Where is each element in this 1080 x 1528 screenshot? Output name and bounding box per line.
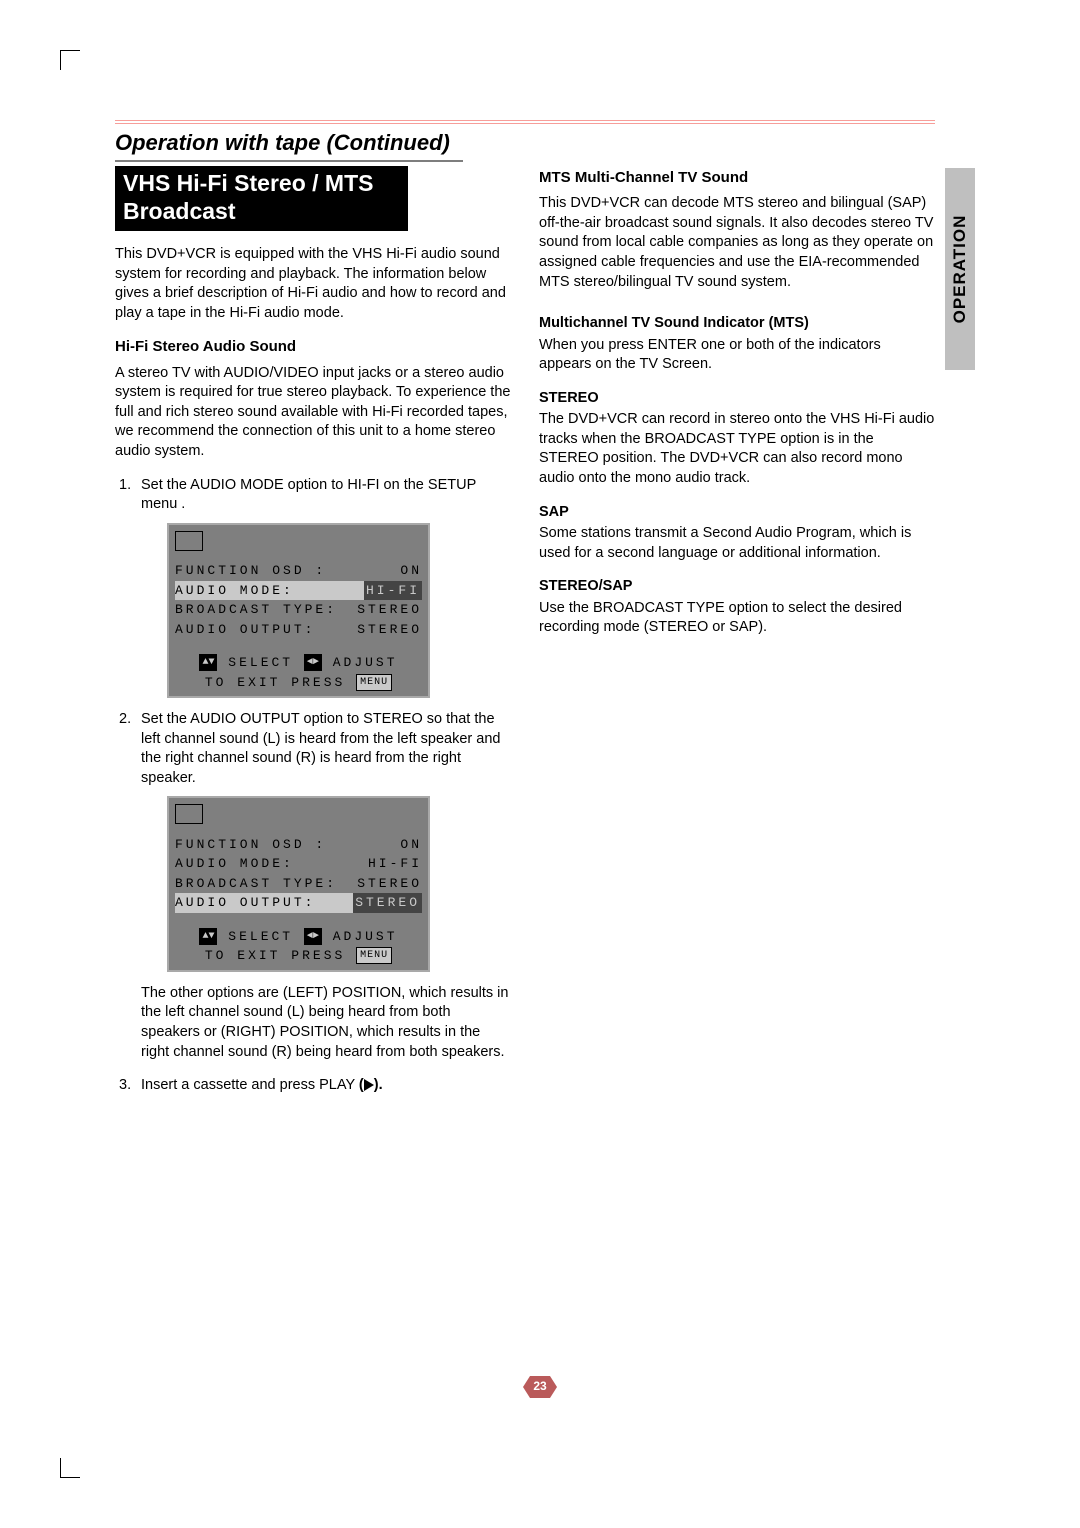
osd2-r3l: BROADCAST TYPE: <box>175 874 337 894</box>
osd1-r3l: BROADCAST TYPE: <box>175 600 337 620</box>
subheading-hifi: Hi-Fi Stereo Audio Sound <box>115 337 511 357</box>
stereo-paragraph: The DVD+VCR can record in stereo onto th… <box>539 410 935 488</box>
osd2-r2v: HI-FI <box>368 854 422 874</box>
osd2-r4v: STEREO <box>353 893 422 913</box>
osd-screen-2: FUNCTION OSD : ON AUDIO MODE: HI-FI BROADC… <box>167 796 430 972</box>
osd1-r1l: FUNCTION OSD : <box>175 561 326 581</box>
osd1-r4v: STEREO <box>357 620 422 640</box>
mts-indicator-heading: Multichannel TV Sound Indicator (MTS) <box>539 314 935 334</box>
page-number-badge: 23 <box>523 1376 557 1398</box>
mts-heading: MTS Multi-Channel TV Sound <box>539 168 935 188</box>
osd2-r1v: ON <box>400 835 422 855</box>
top-rule-2 <box>115 123 935 124</box>
up-down-icon: ▲▼ <box>199 654 217 671</box>
step-2: 2. Set the AUDIO OUTPUT option to STEREO… <box>115 710 511 1062</box>
menu-button-icon: MENU <box>356 947 392 964</box>
osd1-select: SELECT <box>217 655 303 670</box>
left-right-icon: ◄► <box>304 654 322 671</box>
step-2-extra: The other options are (LEFT) POSITION, w… <box>141 984 511 1062</box>
step-2-text: Set the AUDIO OUTPUT option to STEREO so… <box>141 711 500 786</box>
stereo-sap-heading: STEREO/SAP <box>539 577 935 597</box>
main-heading: VHS Hi-Fi Stereo / MTS Broadcast <box>115 166 408 231</box>
osd-icon <box>175 804 203 824</box>
osd-icon <box>175 531 203 551</box>
hifi-paragraph: A stereo TV with AUDIO/VIDEO input jacks… <box>115 364 511 462</box>
up-down-icon: ▲▼ <box>199 928 217 945</box>
stereo-sap-paragraph: Use the BROADCAST TYPE option to select … <box>539 599 935 638</box>
page-number: 23 <box>523 1379 557 1393</box>
step-3-text-c: ). <box>374 1077 383 1093</box>
osd1-r2v: HI-FI <box>364 581 422 601</box>
osd2-footer: ▲▼ SELECT ◄► ADJUST TO EXIT PRESS MENU <box>175 927 422 966</box>
osd-icon-row <box>175 531 422 558</box>
step-3-text-a: Insert a cassette and press PLAY <box>141 1077 359 1093</box>
side-tab: OPERATION <box>945 168 975 370</box>
step-1: 1. Set the AUDIO MODE option to HI-FI on… <box>115 476 511 699</box>
osd2-r1l: FUNCTION OSD : <box>175 835 326 855</box>
osd1-exit: TO EXIT PRESS <box>205 675 356 690</box>
intro-paragraph: This DVD+VCR is equipped with the VHS Hi… <box>115 245 511 323</box>
mts-indicator-paragraph: When you press ENTER one or both of the … <box>539 336 935 375</box>
mts-paragraph: This DVD+VCR can decode MTS stereo and b… <box>539 194 935 292</box>
osd1-footer: ▲▼ SELECT ◄► ADJUST TO EXIT PRESS MENU <box>175 653 422 692</box>
two-column-layout: VHS Hi-Fi Stereo / MTS Broadcast This DV… <box>115 166 935 1106</box>
side-tab-label: OPERATION <box>950 215 970 324</box>
left-column: VHS Hi-Fi Stereo / MTS Broadcast This DV… <box>115 166 511 1106</box>
play-icon <box>364 1079 374 1091</box>
step-2-number: 2. <box>119 710 131 730</box>
step-3: 3. Insert a cassette and press PLAY (). <box>115 1076 511 1096</box>
section-header: Operation with tape (Continued) <box>115 130 463 162</box>
osd1-adjust: ADJUST <box>322 655 398 670</box>
osd2-adjust: ADJUST <box>322 929 398 944</box>
osd2-select: SELECT <box>217 929 303 944</box>
osd1-r3v: STEREO <box>357 600 422 620</box>
osd2-r3v: STEREO <box>357 874 422 894</box>
step-1-number: 1. <box>119 476 131 496</box>
osd-icon-row <box>175 804 422 831</box>
step-3-number: 3. <box>119 1076 131 1096</box>
sap-paragraph: Some stations transmit a Second Audio Pr… <box>539 524 935 563</box>
menu-button-icon: MENU <box>356 674 392 691</box>
osd1-r2l: AUDIO MODE: <box>175 581 294 601</box>
right-column: MTS Multi-Channel TV Sound This DVD+VCR … <box>539 166 935 1106</box>
stereo-heading: STEREO <box>539 389 935 409</box>
page-content: Operation with tape (Continued) VHS Hi-F… <box>115 120 935 1106</box>
osd2-r4l: AUDIO OUTPUT: <box>175 893 315 913</box>
step-1-text: Set the AUDIO MODE option to HI-FI on th… <box>141 477 476 513</box>
sap-heading: SAP <box>539 503 935 523</box>
osd2-r2l: AUDIO MODE: <box>175 854 294 874</box>
steps-list: 1. Set the AUDIO MODE option to HI-FI on… <box>115 476 511 1096</box>
osd2-exit: TO EXIT PRESS <box>205 948 356 963</box>
left-right-icon: ◄► <box>304 928 322 945</box>
osd1-r1v: ON <box>400 561 422 581</box>
osd-screen-1: FUNCTION OSD : ON AUDIO MODE: HI-FI BROADC… <box>167 523 430 699</box>
top-rule-1 <box>115 120 935 121</box>
crop-mark-bottom-left <box>60 1458 80 1478</box>
osd1-r4l: AUDIO OUTPUT: <box>175 620 315 640</box>
crop-mark-top-left <box>60 50 80 70</box>
